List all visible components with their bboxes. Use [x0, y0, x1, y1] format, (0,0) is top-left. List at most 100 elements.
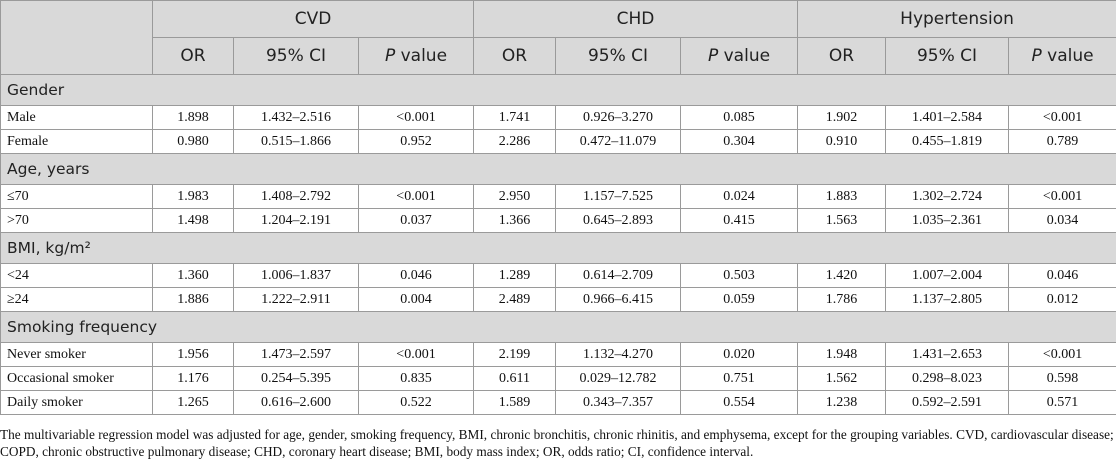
cell: 1.898 — [152, 105, 234, 130]
group-header: CHD — [472, 0, 799, 38]
cell: 0.554 — [679, 390, 799, 415]
cell: 1.883 — [797, 184, 887, 209]
cell: 0.298–8.023 — [885, 366, 1010, 391]
cell: 1.741 — [473, 105, 556, 130]
cell: <0.001 — [1008, 342, 1116, 367]
cell: 1.786 — [797, 287, 887, 312]
cell: <0.001 — [358, 342, 474, 367]
section-row: Smoking frequency — [0, 311, 1116, 343]
cell: 1.366 — [473, 208, 556, 233]
cell: 0.926–3.270 — [555, 105, 681, 130]
cell: 0.085 — [679, 105, 799, 130]
data-row: Never smoker 1.956 1.473–2.597 <0.001 2.199 1… — [0, 342, 1116, 367]
cell: 1.132–4.270 — [555, 342, 681, 367]
column-label: OR — [828, 46, 855, 66]
column-header: P value — [358, 37, 474, 75]
cell: 1.176 — [152, 366, 234, 391]
column-header: P value — [1008, 37, 1116, 75]
row-label: Female — [0, 129, 153, 154]
section-label: Gender — [0, 74, 1116, 106]
section-label: Age, years — [0, 153, 1116, 185]
cell: 1.562 — [797, 366, 887, 391]
column-header: P value — [679, 37, 799, 75]
column-header: 95% CI — [555, 37, 681, 75]
cell: 2.286 — [473, 129, 556, 154]
cell: 1.589 — [473, 390, 556, 415]
row-label: Daily smoker — [0, 390, 153, 415]
cell: 0.004 — [358, 287, 474, 312]
header-row: CVD CHD Hypertension — [0, 0, 1116, 75]
row-label: Male — [0, 105, 153, 130]
cell: 0.343–7.357 — [555, 390, 681, 415]
cell: 1.983 — [152, 184, 234, 209]
cell: 2.489 — [473, 287, 556, 312]
column-header: OR — [797, 37, 887, 75]
column-header: OR — [152, 37, 234, 75]
cell: 1.222–2.911 — [233, 287, 359, 312]
group-header: CVD — [152, 0, 474, 38]
cell: 1.265 — [152, 390, 234, 415]
data-row: ≤70 1.983 1.408–2.792 <0.001 2.950 1.157–7.52… — [0, 184, 1116, 209]
cell: 0.020 — [679, 342, 799, 367]
row-label: ≤70 — [0, 184, 153, 209]
cell: 1.006–1.837 — [233, 263, 359, 288]
section-row: BMI, kg/m² — [0, 232, 1116, 264]
cell: 1.902 — [797, 105, 887, 130]
cell: 0.751 — [679, 366, 799, 391]
cell: 0.616–2.600 — [233, 390, 359, 415]
cell: 0.415 — [679, 208, 799, 233]
cell: 0.952 — [358, 129, 474, 154]
subheader-row: OR 95% CI P value OR 95% CI P value OR 95% CI P … — [1, 37, 1116, 75]
cell: 1.302–2.724 — [885, 184, 1010, 209]
cell: 0.910 — [797, 129, 887, 154]
cell: 0.059 — [679, 287, 799, 312]
data-row: ≥24 1.886 1.222–2.911 0.004 2.489 0.966–6.415… — [0, 287, 1116, 312]
cell: 1.886 — [152, 287, 234, 312]
section-row: Gender — [0, 74, 1116, 106]
row-label: Occasional smoker — [0, 366, 153, 391]
cell: <0.001 — [1008, 184, 1116, 209]
column-header: 95% CI — [885, 37, 1010, 75]
cell: <0.001 — [358, 105, 474, 130]
column-label: 95% CI — [265, 46, 327, 66]
row-label: >70 — [0, 208, 153, 233]
cell: 0.614–2.709 — [555, 263, 681, 288]
cell: 1.948 — [797, 342, 887, 367]
corner-cell — [0, 0, 153, 75]
cell: <0.001 — [1008, 105, 1116, 130]
column-label: P value — [707, 46, 771, 66]
cell: 0.254–5.395 — [233, 366, 359, 391]
section-label: Smoking frequency — [0, 311, 1116, 343]
data-row: >70 1.498 1.204–2.191 0.037 1.366 0.645–2.893… — [0, 208, 1116, 233]
cell: 0.046 — [1008, 263, 1116, 288]
column-label: OR — [501, 46, 528, 66]
cell: 1.420 — [797, 263, 887, 288]
cell: 1.035–2.361 — [885, 208, 1010, 233]
cell: 1.408–2.792 — [233, 184, 359, 209]
column-label: 95% CI — [916, 46, 978, 66]
group-header: Hypertension — [797, 0, 1116, 38]
footnote: The multivariable regression model was a… — [0, 427, 1114, 459]
cell: 1.563 — [797, 208, 887, 233]
cell: 0.571 — [1008, 390, 1116, 415]
cell: 0.592–2.591 — [885, 390, 1010, 415]
cell: 0.515–1.866 — [233, 129, 359, 154]
cell: 1.432–2.516 — [233, 105, 359, 130]
data-row: Daily smoker 1.265 0.616–2.600 0.522 1.589 0.… — [0, 390, 1116, 415]
cell: 0.611 — [473, 366, 556, 391]
cell: 0.304 — [679, 129, 799, 154]
row-label: Never smoker — [0, 342, 153, 367]
row-label: <24 — [0, 263, 153, 288]
cell: 0.835 — [358, 366, 474, 391]
cell: 0.012 — [1008, 287, 1116, 312]
section-row: Age, years — [0, 153, 1116, 185]
data-row: Male 1.898 1.432–2.516 <0.001 1.741 0.926–3.2… — [0, 105, 1116, 130]
data-row: Occasional smoker 1.176 0.254–5.395 0.835 0.… — [0, 366, 1116, 391]
cell: 1.473–2.597 — [233, 342, 359, 367]
cell: 1.401–2.584 — [885, 105, 1010, 130]
section-label: BMI, kg/m² — [0, 232, 1116, 264]
cell: 1.007–2.004 — [885, 263, 1010, 288]
cell: 0.024 — [679, 184, 799, 209]
cell: 1.431–2.653 — [885, 342, 1010, 367]
